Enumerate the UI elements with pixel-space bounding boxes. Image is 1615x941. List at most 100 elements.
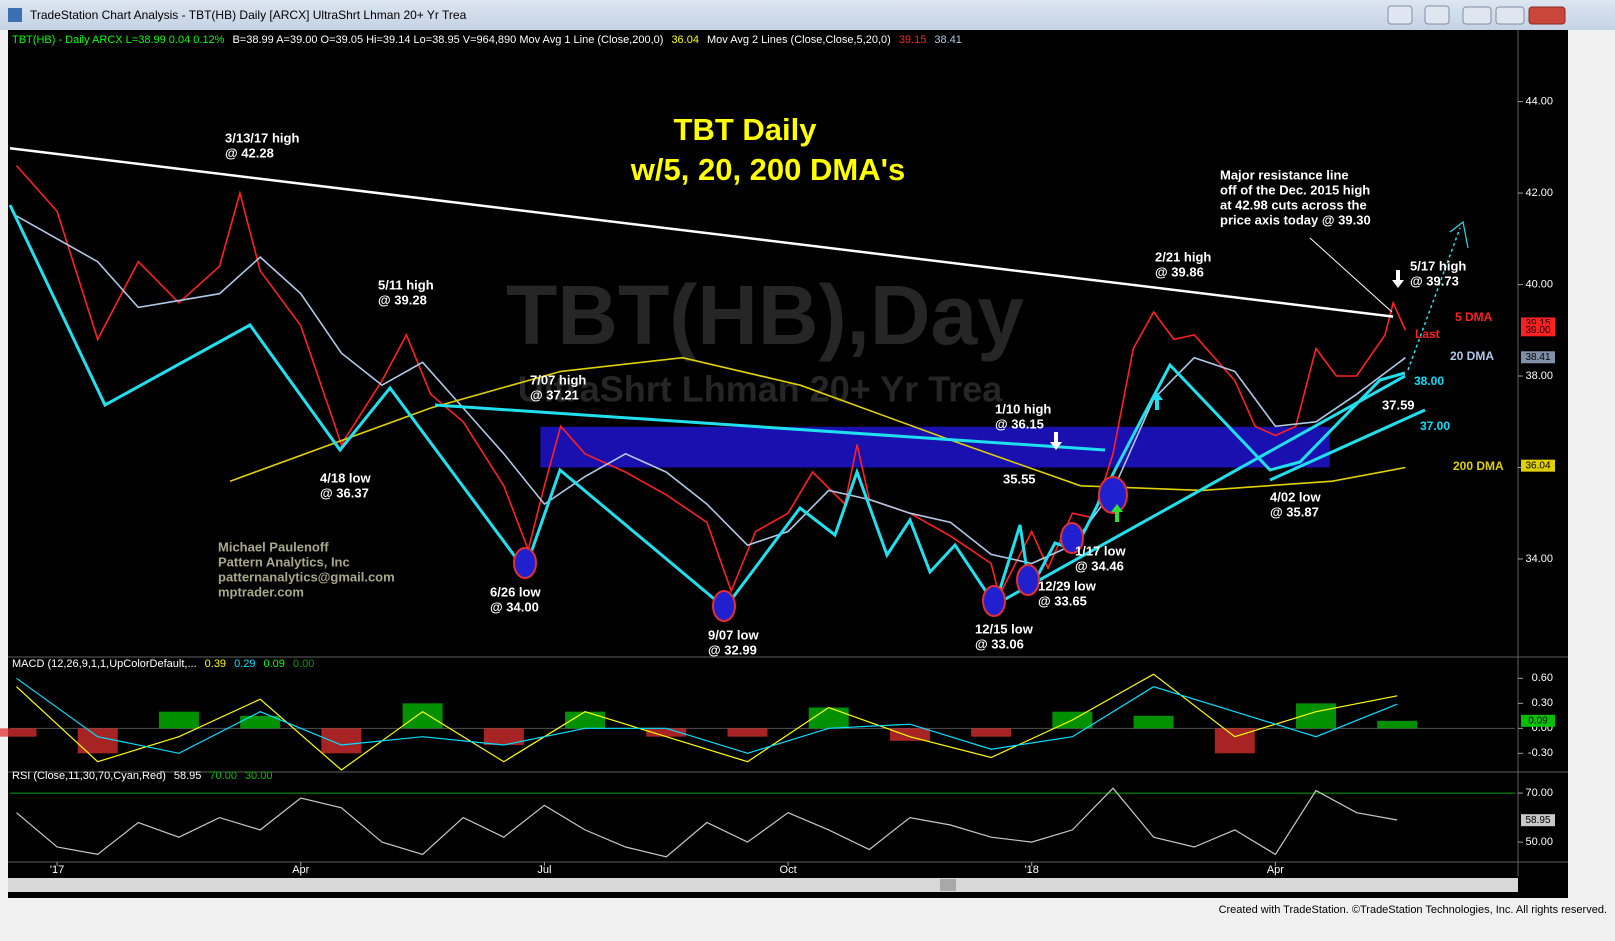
low-marker: [712, 590, 736, 622]
x-tick-label: Oct: [780, 864, 797, 876]
annotation: @ 33.65: [1038, 593, 1087, 608]
window-title: TradeStation Chart Analysis - TBT(HB) Da…: [30, 8, 467, 22]
arrow: [1392, 270, 1404, 288]
histogram-bar: [402, 703, 443, 729]
annotation: 9/07 low: [708, 627, 759, 642]
histogram-bar: [808, 707, 849, 729]
menu-button[interactable]: [1424, 5, 1450, 25]
histogram-bar: [727, 728, 768, 737]
last-value-box: [1521, 324, 1555, 337]
low-marker: [982, 585, 1006, 617]
histogram-bar: [158, 711, 199, 729]
minimize-button[interactable]: [1462, 6, 1492, 25]
author: Michael Paulenoff: [218, 539, 329, 554]
series-line: [229, 356, 1406, 492]
legend-text: 38.41: [934, 34, 962, 46]
annotation: 4/02 low: [1270, 489, 1321, 504]
legend-text: Mov Avg 2 Lines (Close,Close,5,20,0): [707, 34, 891, 46]
last-value-label: 36.04: [1525, 460, 1550, 471]
annotation: @ 33.06: [975, 636, 1024, 651]
histogram-bar: [565, 711, 606, 729]
y-tick-label: 70.00: [1525, 787, 1553, 799]
last-value-box: [1521, 351, 1555, 364]
legend-text: B=38.99 A=39.00 O=39.05 Hi=39.14 Lo=38.9…: [232, 34, 663, 46]
annotation: 6/26 low: [490, 584, 541, 599]
annotation: 5/17 high: [1410, 258, 1466, 273]
series-line: [16, 677, 1398, 754]
x-tick-label: Apr: [1267, 864, 1284, 876]
series-label: 5 DMA: [1455, 310, 1493, 324]
annotation: @ 37.21: [530, 387, 579, 402]
annotation: 2/21 high: [1155, 249, 1211, 264]
series-label: 20 DMA: [1450, 349, 1494, 363]
last-value-label: 39.00: [1525, 325, 1550, 336]
annotation: 1/17 low: [1075, 543, 1126, 558]
annotation: 37.59: [1382, 397, 1415, 412]
close-button[interactable]: [1528, 6, 1566, 25]
annotation: 1/10 high: [995, 401, 1051, 416]
histogram-bar: [483, 728, 524, 745]
window-edge: [1568, 30, 1615, 898]
last-value-label: 38.41: [1525, 352, 1550, 363]
histogram-bar: [646, 728, 687, 737]
legend-text: RSI (Close,11,30,70,Cyan,Red): [12, 770, 166, 782]
legend-text: 0.29: [234, 658, 255, 670]
chart-title: TBT Daily: [674, 112, 818, 147]
histogram-bar: [1377, 720, 1418, 729]
annotation: 4/18 low: [320, 470, 371, 485]
scrollbar-thumb[interactable]: [940, 879, 956, 891]
histogram-bar: [889, 728, 930, 741]
annotation: @ 39.28: [378, 292, 427, 307]
author: mptrader.com: [218, 584, 304, 599]
legend-text: 36.04: [671, 34, 699, 46]
trendline: [1269, 408, 1426, 482]
trend-label: 38.00: [1414, 374, 1444, 388]
arrow: [1151, 392, 1163, 410]
y-tick-label: 38.00: [1525, 370, 1553, 382]
watermark: UltraShrt Lhman 20+ Yr Trea: [518, 369, 1004, 410]
annotation: 7/07 high: [530, 372, 586, 387]
last-value-label: 58.95: [1525, 815, 1550, 826]
x-tick-label: '17: [50, 864, 64, 876]
restore-button[interactable]: [1495, 6, 1525, 25]
histogram-bar: [321, 728, 362, 754]
legend-text: 0.39: [205, 658, 226, 670]
histogram-bar: [0, 728, 37, 737]
last-value-box: [1521, 714, 1555, 727]
annotation: @ 39.73: [1410, 273, 1459, 288]
annotation: 35.55: [1003, 471, 1036, 486]
trend-label: Last: [1415, 327, 1440, 341]
author: patternanalytics@gmail.com: [218, 569, 395, 584]
y-tick-label: 50.00: [1525, 836, 1553, 848]
arrow: [1111, 504, 1123, 522]
annotation: 12/29 low: [1038, 578, 1097, 593]
annotation: off of the Dec. 2015 high: [1220, 182, 1370, 197]
legend-text: TBT(HB) - Daily ARCX L=38.99 0.04 0.12%: [12, 34, 225, 46]
scrollbar[interactable]: [8, 878, 1518, 892]
last-value-box: [1521, 814, 1555, 827]
legend-text: 39.15: [899, 34, 927, 46]
resistance-line: [9, 147, 1394, 318]
s-button[interactable]: [1387, 5, 1413, 25]
legend-text: 0.09: [263, 658, 284, 670]
arrow: [1050, 432, 1062, 450]
y-tick-label: 0.30: [1532, 697, 1553, 709]
arrow-head: [1449, 220, 1469, 249]
trendline: [999, 374, 1406, 604]
app-icon: [8, 8, 22, 22]
series-line: [16, 215, 1406, 565]
annotation: @ 42.28: [225, 145, 274, 160]
annotation: @ 35.87: [1270, 504, 1319, 519]
zone: [540, 426, 1330, 468]
author: Pattern Analytics, Inc: [218, 554, 350, 569]
projection-arrow: [1407, 227, 1461, 371]
trendline: [8, 204, 1406, 611]
legend-text: 30.00: [245, 770, 273, 782]
annotation: @ 36.15: [995, 416, 1044, 431]
annotation: at 42.98 cuts across the: [1220, 197, 1367, 212]
last-value-label: 39.15: [1525, 318, 1550, 329]
y-tick-label: 42.00: [1525, 187, 1553, 199]
y-tick-label: -0.30: [1528, 747, 1553, 759]
